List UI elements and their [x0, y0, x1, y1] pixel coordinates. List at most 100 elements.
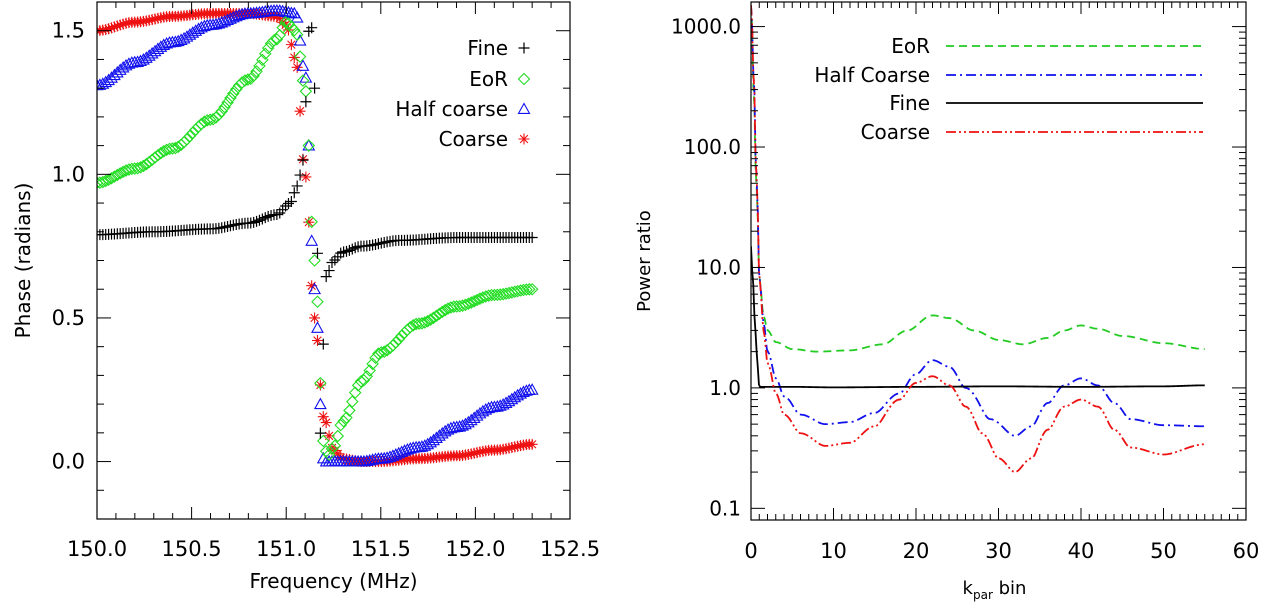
data-point — [517, 385, 530, 398]
data-point — [169, 141, 182, 155]
y-tick-label: 1.0 — [709, 376, 741, 400]
x-tick-label: 151.0 — [256, 537, 316, 561]
data-point — [325, 442, 339, 455]
data-point — [136, 53, 150, 65]
data-point — [311, 321, 324, 333]
data-point — [335, 247, 347, 259]
x-tick-label: 20 — [903, 539, 930, 563]
data-point — [462, 297, 475, 311]
data-point — [380, 451, 394, 463]
y-tick-label: 0.5 — [52, 306, 85, 330]
data-point — [398, 444, 411, 456]
data-point — [465, 448, 477, 460]
legend-marker — [517, 102, 531, 114]
data-point — [146, 14, 158, 26]
legend-marker — [518, 133, 530, 145]
data-point — [395, 329, 408, 343]
data-point — [245, 217, 257, 229]
y-tick-label: 10.0 — [696, 255, 741, 279]
data-point — [305, 234, 319, 246]
data-point — [226, 10, 240, 23]
legend-label: Half Coarse — [814, 63, 930, 87]
data-point — [247, 69, 260, 83]
data-point — [433, 307, 446, 321]
data-point — [346, 454, 358, 466]
legend-marker — [518, 42, 530, 54]
x-tick-label: 152.0 — [445, 537, 505, 561]
data-point — [119, 58, 133, 71]
data-point — [229, 82, 243, 96]
data-point — [294, 105, 306, 117]
data-point — [306, 22, 318, 34]
data-point — [224, 220, 236, 232]
data-point — [180, 30, 194, 42]
data-point — [468, 447, 480, 459]
data-point — [471, 447, 483, 459]
data-point — [221, 96, 234, 109]
data-point — [395, 445, 409, 458]
data-point — [464, 296, 478, 309]
data-point — [279, 16, 292, 29]
data-point — [334, 418, 347, 432]
data-point — [302, 138, 316, 151]
data-point — [308, 282, 322, 295]
data-point — [421, 437, 435, 450]
legend-label: Half coarse — [395, 97, 508, 121]
data-point — [302, 139, 316, 152]
data-point — [297, 154, 309, 166]
x-axis-label-main: k — [963, 578, 974, 599]
data-point — [415, 440, 429, 452]
data-point — [493, 399, 507, 411]
data-point — [97, 175, 110, 189]
data-point — [287, 23, 301, 37]
data-point — [459, 298, 472, 312]
x-tick-label: 150.5 — [162, 537, 222, 561]
data-point — [154, 40, 168, 52]
legend-label: Fine — [889, 91, 930, 115]
data-point — [453, 420, 467, 432]
series-eor — [97, 16, 539, 462]
data-point — [441, 423, 455, 435]
data-point — [378, 237, 390, 248]
data-point — [392, 332, 405, 346]
data-point — [157, 38, 171, 51]
data-point — [424, 313, 437, 326]
data-point — [137, 159, 150, 173]
data-point — [209, 111, 223, 124]
data-point — [308, 254, 321, 267]
data-point — [474, 446, 486, 458]
data-point — [349, 242, 361, 254]
data-point — [305, 215, 318, 229]
data-point — [427, 311, 440, 325]
x-axis-label: Frequency (MHz) — [249, 569, 417, 593]
data-point — [151, 148, 165, 162]
legend-label: EoR — [469, 67, 508, 91]
data-point — [285, 196, 297, 208]
data-point — [274, 12, 286, 24]
data-point — [131, 55, 145, 67]
data-point — [218, 100, 231, 114]
x-tick-label: 151.5 — [351, 537, 411, 561]
data-point — [383, 450, 397, 462]
data-point — [314, 379, 326, 391]
lines-group — [751, 5, 1205, 473]
legend: Fine EoR Half coarse Coarse — [395, 36, 531, 151]
data-point — [432, 429, 446, 441]
data-point — [331, 429, 345, 443]
x-tick-label: 0 — [744, 539, 757, 563]
data-point — [280, 200, 292, 212]
data-point — [148, 151, 162, 164]
data-point — [259, 212, 271, 224]
data-point — [430, 309, 443, 323]
data-point — [526, 232, 538, 244]
data-point — [218, 14, 232, 27]
data-point — [386, 339, 400, 352]
data-point — [502, 394, 516, 407]
data-point — [346, 395, 359, 408]
data-point — [313, 397, 327, 410]
data-point — [238, 74, 252, 87]
data-point — [343, 453, 355, 465]
data-point — [337, 414, 350, 428]
data-point — [400, 442, 414, 455]
data-point — [303, 216, 315, 228]
